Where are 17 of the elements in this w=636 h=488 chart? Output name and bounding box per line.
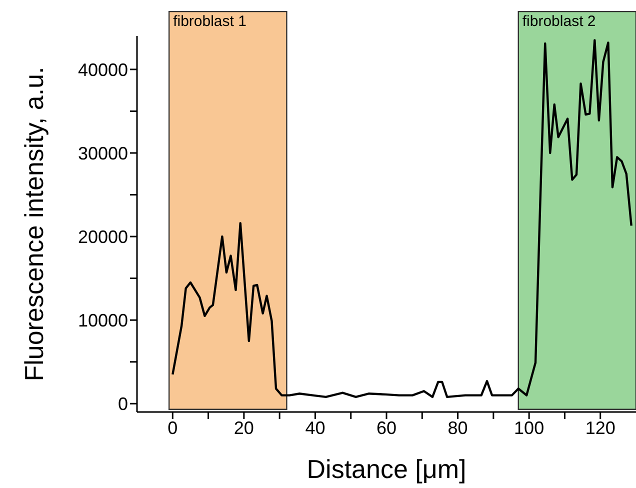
y-axis-title: Fluorescence intensity, a.u.	[19, 66, 50, 382]
y-tick-label: 0	[118, 394, 128, 414]
band-label: fibroblast 1	[173, 13, 246, 30]
y-tick-label: 20000	[78, 226, 128, 247]
x-tick-label: 0	[168, 418, 178, 438]
y-tick-label: 30000	[78, 143, 128, 164]
x-tick-label: 20	[234, 418, 254, 438]
x-tick-label: 60	[376, 418, 397, 438]
x-tick-label: 40	[305, 418, 326, 438]
y-tick-label: 10000	[78, 310, 128, 330]
y-tick-label: 40000	[78, 60, 128, 80]
x-tick-label: 100	[514, 418, 544, 438]
x-tick-label: 120	[585, 418, 616, 438]
x-axis-title: Distance [μm]	[306, 454, 466, 484]
x-tick-label: 80	[448, 418, 468, 438]
band-label: fibroblast 2	[522, 13, 596, 30]
line-series	[172, 39, 632, 398]
